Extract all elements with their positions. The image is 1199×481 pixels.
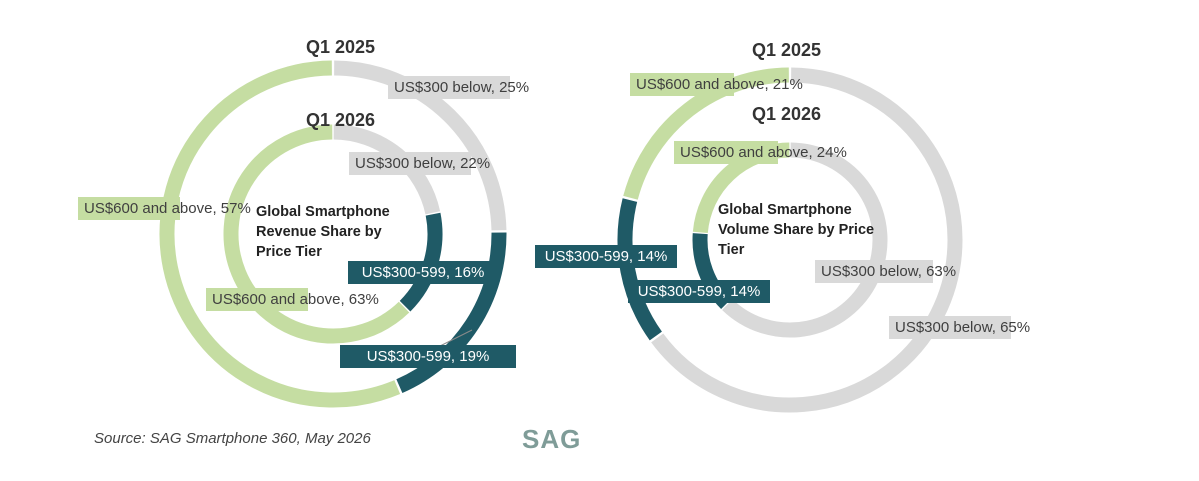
revenue-inner-ring-title: Q1 2026 (306, 110, 376, 130)
revenue-q1-2026-300-599-label: US$300-599, 16% (348, 261, 498, 284)
revenue-q1-2026-below-300-label: US$300 below, 22% (349, 152, 490, 175)
volume-q1-2025-slice-0 (651, 67, 963, 413)
revenue-leader-line (439, 329, 473, 347)
revenue-chart-title: Global Smartphone Revenue Share by Price… (256, 204, 390, 260)
volume-q1-2026-below-300-label: US$300 below, 63% (815, 260, 956, 283)
volume-q1-2025-slice-1 (617, 198, 662, 341)
volume-q1-2025-below-300-label: US$300 below, 65% (889, 316, 1030, 339)
revenue-q1-2025-300-599-label: US$300-599, 19% (340, 345, 516, 368)
volume-q1-2026-300-599-label: US$300-599, 14% (628, 280, 770, 303)
revenue-q1-2025-above-600-label: US$600 and above, 57% (78, 197, 251, 220)
revenue-q1-2026-above-600-label: US$600 and above, 63% (206, 288, 379, 311)
revenue-q1-2025-slice-2 (159, 60, 401, 408)
volume-inner-ring-title: Q1 2026 (752, 104, 822, 124)
source-note: Source: SAG Smartphone 360, May 2026 (94, 430, 371, 447)
sag-logo: SAG (522, 424, 581, 455)
revenue-q1-2025-below-300-label: US$300 below, 25% (388, 76, 529, 99)
volume-q1-2025-slice-2 (623, 67, 789, 200)
revenue-outer-ring-title: Q1 2025 (306, 37, 376, 57)
volume-chart-title: Global Smartphone Volume Share by Price … (718, 202, 875, 258)
logo-text: SAG (522, 424, 582, 454)
revenue-q1-2026-slice-2 (223, 124, 410, 344)
volume-q1-2025-above-600-label: US$600 and above, 21% (630, 73, 803, 96)
volume-q1-2026-above-600-label: US$600 and above, 24% (674, 141, 847, 164)
revenue-q1-2025-slice-1 (396, 232, 507, 394)
volume-q1-2025-300-599-label: US$300-599, 14% (535, 245, 677, 268)
revenue-q1-2025-slice-0 (334, 60, 507, 231)
volume-outer-ring-title: Q1 2025 (752, 40, 822, 60)
